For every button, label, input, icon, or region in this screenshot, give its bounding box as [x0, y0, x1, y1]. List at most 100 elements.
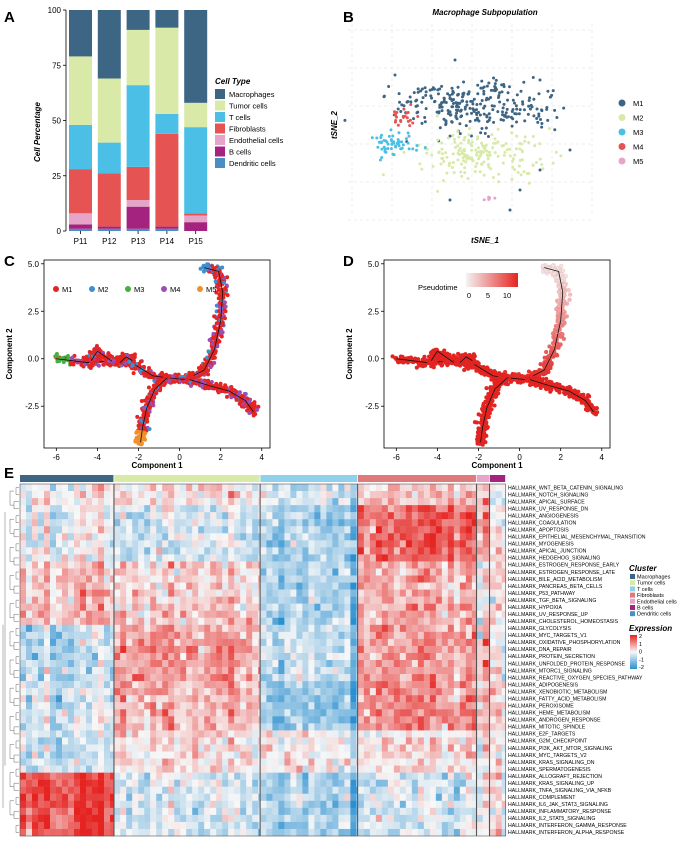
panel-e-heat-cell: [180, 794, 186, 801]
panel-e-heat-cell: [132, 787, 138, 794]
panel-e-heat-cell: [120, 576, 126, 583]
panel-a-ytick-label: 25: [52, 172, 61, 181]
panel-e-heat-cell: [186, 526, 192, 533]
panel-e-heat-cell: [120, 568, 126, 575]
panel-a-ytick-label: 0: [57, 227, 62, 236]
panel-e-heat-cell: [68, 590, 74, 597]
panel-e-heat-cell: [44, 780, 50, 787]
panel-e-heat-cell: [44, 597, 50, 604]
trajectory-point: [160, 373, 164, 377]
panel-e-heat-cell: [86, 759, 92, 766]
panel-e-heat-cell: [38, 744, 44, 751]
panel-e-heat-cell: [144, 759, 150, 766]
panel-e-heat-cell: [192, 625, 198, 632]
panel-e-heat-cell: [80, 660, 86, 667]
panel-b-point: [520, 90, 523, 93]
panel-b-point: [425, 107, 428, 110]
panel-e-heat-cell: [180, 526, 186, 533]
panel-e-heat-cell: [174, 568, 180, 575]
panel-e-heat-cell: [26, 512, 32, 519]
panel-e-heat-cell: [180, 759, 186, 766]
panel-e-heat-cell: [50, 568, 56, 575]
panel-e-heat-cell: [50, 695, 56, 702]
panel-b-point: [527, 141, 530, 144]
panel-e-heat-cell: [20, 618, 26, 625]
panel-e-heat-cell: [62, 554, 68, 561]
panel-b-point: [419, 89, 422, 92]
panel-e-heat-cell: [98, 829, 104, 836]
panel-c-xlabel: Component 1: [131, 461, 183, 470]
panel-e-heat-cell: [156, 484, 162, 491]
panel-e-heat-cell: [32, 526, 38, 533]
panel-b-point: [473, 98, 476, 101]
panel-e-heat-cell: [156, 583, 162, 590]
panel-e-heat-cell: [50, 787, 56, 794]
panel-e-heat-cell: [98, 674, 104, 681]
panel-e-heat-cell: [80, 808, 86, 815]
trajectory-point: [586, 393, 590, 397]
panel-e-heat-cell: [150, 576, 156, 583]
panel-e-heat-cell: [68, 583, 74, 590]
panel-e-heat-cell: [26, 766, 32, 773]
panel-e-heat-cell: [186, 625, 192, 632]
panel-e-heat-cell: [20, 561, 26, 568]
panel-e-heat-cell: [44, 547, 50, 554]
panel-e-heat-cell: [114, 730, 120, 737]
panel-e-heat-cell: [120, 674, 126, 681]
panel-e-heat-cell: [56, 491, 62, 498]
trajectory-point: [205, 262, 209, 266]
panel-e-heat-cell: [132, 702, 138, 709]
panel-e-heat-cell: [20, 822, 26, 829]
panel-e-heat-cell: [20, 674, 26, 681]
panel-b-point: [489, 154, 492, 157]
panel-e-heat-cell: [32, 505, 38, 512]
panel-e-heat-cell: [74, 632, 80, 639]
panel-e-heat-cell: [150, 653, 156, 660]
panel-e-heat-cell: [192, 695, 198, 702]
panel-e-heat-cell: [38, 583, 44, 590]
panel-e-heat-cell: [26, 568, 32, 575]
panel-b-point: [390, 147, 393, 150]
trajectory-point: [86, 358, 90, 362]
panel-e-heat-cell: [126, 808, 132, 815]
panel-b-point: [399, 120, 402, 123]
panel-b-point: [536, 121, 539, 124]
panel-e-heat-cell: [144, 491, 150, 498]
panel-b-point: [474, 149, 477, 152]
panel-e-heat-cell: [156, 660, 162, 667]
panel-e-heat-cell: [120, 519, 126, 526]
panel-e-heat-cell: [20, 554, 26, 561]
panel-b-point: [442, 160, 445, 163]
panel-e-heat-cell: [32, 491, 38, 498]
panel-e-heat-cell: [150, 498, 156, 505]
panel-e-heat-cell: [120, 484, 126, 491]
panel-e-heat-cell: [114, 681, 120, 688]
panel-e-heat-cell: [44, 752, 50, 759]
panel-e-heat-cell: [20, 681, 26, 688]
panel-e-heat-cell: [144, 547, 150, 554]
panel-e-heat-cell: [126, 737, 132, 744]
panel-b-point: [447, 136, 450, 139]
panel-e-heat-cell: [150, 505, 156, 512]
trajectory-point: [476, 438, 480, 442]
panel-e-heat-cell: [80, 667, 86, 674]
trajectory-point: [197, 366, 201, 370]
panel-e-heat-cell: [156, 611, 162, 618]
panel-e-heat-cell: [104, 688, 110, 695]
panel-e-heat-cell: [38, 568, 44, 575]
panel-e-heat-cell: [162, 695, 168, 702]
panel-b-point: [394, 121, 397, 124]
trajectory-point: [255, 408, 259, 412]
panel-e-heat-cell: [192, 737, 198, 744]
panel-e-heat-cell: [56, 505, 62, 512]
panel-e-heat-cell: [126, 498, 132, 505]
panel-e-heat-cell: [126, 773, 132, 780]
panel-e-heat-cell: [104, 519, 110, 526]
panel-e-heat-cell: [44, 505, 50, 512]
panel-e-heat-cell: [192, 533, 198, 540]
panel-e-heat-cell: [56, 519, 62, 526]
panel-e-heat-cell: [138, 625, 144, 632]
panel-e-heat-cell: [20, 597, 26, 604]
panel-e-heat-cell: [92, 730, 98, 737]
panel-e-heat-cell: [56, 660, 62, 667]
